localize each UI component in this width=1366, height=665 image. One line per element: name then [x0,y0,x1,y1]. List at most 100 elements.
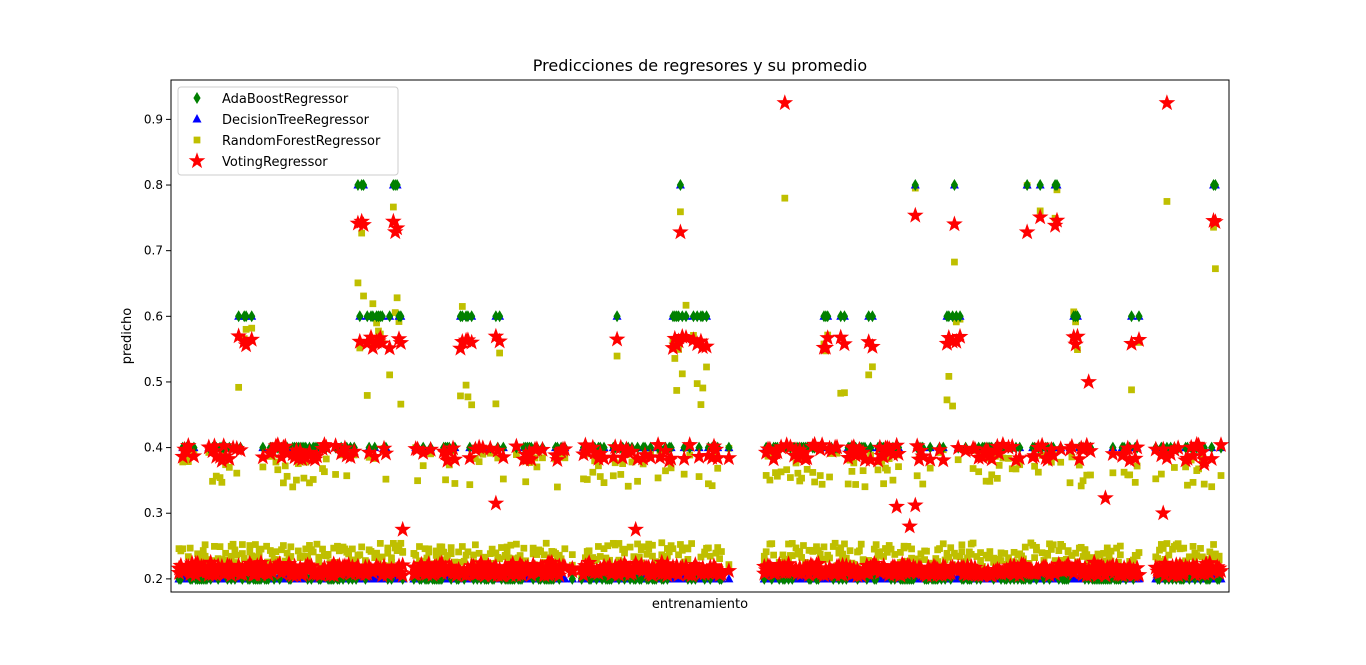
data-point-square [464,548,472,556]
data-point-star [921,450,939,467]
data-point-square [335,547,343,555]
data-point-star [884,445,902,462]
data-point-square [777,468,785,476]
data-point-star [1126,449,1144,466]
y-tick-label: 0.9 [144,112,163,126]
data-point-square [658,539,666,547]
data-point-star [979,442,997,459]
data-point-square [1131,478,1139,486]
data-point-square [1107,547,1115,555]
data-point-square [714,544,722,551]
data-point-square [887,545,895,553]
data-point-diamond [1073,310,1082,323]
data-point-star [200,438,218,455]
data-point-star [914,447,932,464]
data-point-star [761,440,779,457]
data-point-star [860,333,877,350]
data-point-square [1126,471,1134,479]
data-point-diamond [1185,572,1193,585]
data-point-diamond [410,572,418,585]
data-point-square [184,458,192,465]
data-point-square [585,547,593,555]
data-point-diamond [699,310,707,323]
data-point-square [962,558,970,565]
data-point-square [1059,543,1066,550]
data-point-star [582,559,600,576]
data-point-star [1044,446,1062,463]
data-point-star [394,520,411,537]
data-point-star [483,566,501,583]
data-point-square [1031,462,1038,470]
data-point-square [680,558,688,566]
data-point-diamond [868,310,877,323]
data-point-square [686,451,694,459]
data-point-star [459,560,477,576]
data-point-square [356,344,364,352]
data-point-diamond [359,179,368,192]
data-point-square [908,554,915,562]
data-point-square [762,548,770,556]
data-point-square [1100,550,1107,557]
data-point-square [1206,548,1214,556]
data-point-square [263,542,270,550]
data-point-star [360,558,378,575]
data-point-star [366,448,383,464]
data-point-square [768,540,776,548]
data-point-square [923,547,930,555]
data-point-square [248,324,256,332]
data-point-square [591,457,599,465]
data-point-star [414,444,432,460]
data-point-square [677,208,684,216]
data-point-star [444,439,462,456]
data-point-diamond [468,310,476,323]
data-point-square [872,541,880,549]
data-point-square [617,471,625,478]
data-point-square [986,477,994,485]
data-point-square [492,400,500,408]
data-point-square [458,303,466,310]
data-point-star [595,449,613,466]
data-point-square [313,540,321,548]
data-point-square [794,469,802,477]
data-point-star [215,437,233,453]
data-point-square [557,555,565,563]
data-point-star [222,558,240,574]
data-point-star [1033,436,1051,453]
data-point-square [1031,554,1038,561]
data-point-square [252,541,259,548]
data-point-square [533,463,541,471]
data-point-star [394,566,411,583]
data-point-square [289,483,297,491]
data-point-star [519,558,536,575]
legend-label: DecisionTreeRegressor [222,113,370,128]
data-point-star [1195,455,1213,472]
data-point-star [1026,447,1043,463]
data-point-square [451,480,459,487]
data-point-square [481,553,489,561]
data-point-star [666,329,684,346]
data-point-star [360,443,378,460]
legend: AdaBoostRegressor DecisionTreeRegressor Ra… [177,86,399,176]
data-point-star [230,327,247,344]
data-point-square [391,309,399,316]
data-point-square [1189,543,1197,550]
data-point-star [698,337,715,354]
data-point-star [375,439,393,456]
data-point-star [573,560,590,576]
data-point-square [760,552,768,560]
data-point-square [809,469,817,476]
data-point-square [1189,478,1197,486]
data-point-star [230,557,247,573]
data-point-star [675,450,693,466]
data-point-star [474,439,492,456]
data-point-star [1147,440,1165,457]
data-point-square [287,553,295,560]
data-point-square [1044,551,1052,559]
data-point-square [376,540,384,547]
data-point-star [1067,335,1084,352]
data-point-square [239,550,246,557]
data-point-square [779,551,787,559]
data-point-diamond [948,310,957,323]
data-point-square [460,557,468,565]
data-point-square [1047,458,1055,466]
